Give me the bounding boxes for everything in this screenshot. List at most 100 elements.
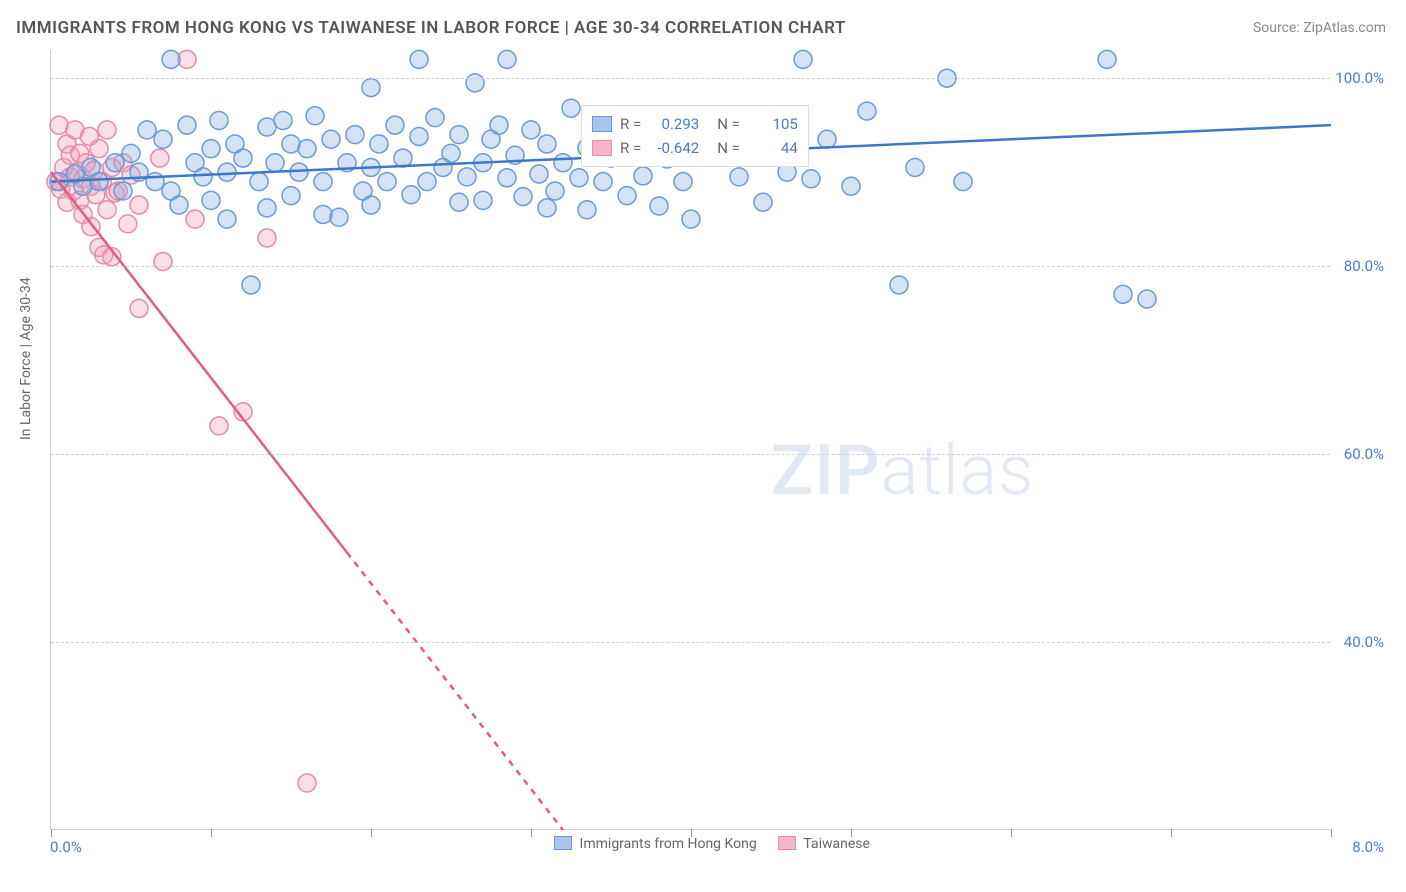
swatch-series1-icon [592,116,612,132]
trend-line [51,172,347,552]
data-point [50,116,68,134]
data-point [274,111,292,129]
data-point [346,126,364,144]
data-point [186,210,204,228]
data-point [474,191,492,209]
stats-legend: R = 0.293 N = 105 R = -0.642 N = 44 [581,105,809,167]
series2-n-value: 44 [748,136,798,160]
series1-n-value: 105 [748,112,798,136]
data-point [514,188,532,206]
y-tick-label: 60.0% [1344,445,1384,463]
watermark-thin: atlas [881,430,1035,512]
y-tick-label: 80.0% [1344,257,1384,275]
data-point [282,187,300,205]
data-point [154,252,172,270]
data-point [314,173,332,191]
gridline [51,266,1330,267]
data-point [98,201,116,219]
data-point [890,276,908,294]
data-point [210,417,228,435]
data-point [210,111,228,129]
data-point [202,191,220,209]
data-point [90,140,108,158]
watermark: ZIPatlas [771,430,1035,512]
legend-label-series1: Immigrants from Hong Kong [580,836,757,852]
y-axis-label: In Labor Force | Age 30-34 [18,277,34,440]
gridline [51,642,1330,643]
y-tick-label: 40.0% [1344,633,1384,651]
data-point [170,196,188,214]
data-point [122,144,140,162]
data-point [98,121,116,139]
data-point [314,205,332,223]
data-point [90,173,108,191]
data-point [394,149,412,167]
data-point [218,163,236,181]
data-point [458,168,476,186]
data-point [1138,290,1156,308]
stats-row-series1: R = 0.293 N = 105 [592,112,798,136]
data-point [562,99,580,117]
data-point [554,154,572,172]
data-point [114,182,132,200]
data-point [202,140,220,158]
data-point [362,79,380,97]
series1-r-value: 0.293 [649,112,699,136]
data-point [578,201,596,219]
data-point [546,182,564,200]
swatch-series2-icon [592,140,612,156]
data-point [674,173,692,191]
gridline [51,78,1330,79]
data-point [570,169,588,187]
data-point [754,193,772,211]
data-point [250,173,268,191]
data-point [410,127,428,145]
data-point [818,130,836,148]
data-point [498,50,516,68]
n-label: N = [717,112,740,136]
chart-title: IMMIGRANTS FROM HONG KONG VS TAIWANESE I… [16,18,846,38]
series2-r-value: -0.642 [649,136,699,160]
data-point [450,193,468,211]
data-point [322,130,340,148]
plot-area: R = 0.293 N = 105 R = -0.642 N = 44 ZIPa… [50,50,1330,830]
legend-label-series2: Taiwanese [803,836,870,852]
data-point [330,208,348,226]
data-point [858,102,876,120]
data-point [362,196,380,214]
data-point [842,177,860,195]
n-label: N = [717,136,740,160]
data-point [538,199,556,217]
r-label: R = [620,112,641,136]
data-point [130,196,148,214]
data-point [498,169,516,187]
data-point [178,116,196,134]
data-point [450,126,468,144]
data-point [162,50,180,68]
legend-swatch-series2-icon [778,836,796,850]
data-point [426,109,444,127]
data-point [1098,50,1116,68]
data-point [402,186,420,204]
data-point [194,168,212,186]
r-label: R = [620,136,641,160]
source-label: Source: ZipAtlas.com [1253,20,1386,36]
data-point [538,135,556,153]
data-point [594,173,612,191]
data-point [954,173,972,191]
data-point [634,167,652,185]
watermark-bold: ZIP [771,430,881,512]
data-point [282,135,300,153]
trend-line [347,552,563,830]
data-point [154,130,172,148]
data-point [298,774,316,792]
data-point [906,158,924,176]
data-point [386,116,404,134]
data-point [418,173,436,191]
data-point [138,121,156,139]
data-point [218,210,236,228]
data-point [258,229,276,247]
data-point [618,187,636,205]
gridline [51,454,1330,455]
legend-swatch-series1-icon [554,836,572,850]
